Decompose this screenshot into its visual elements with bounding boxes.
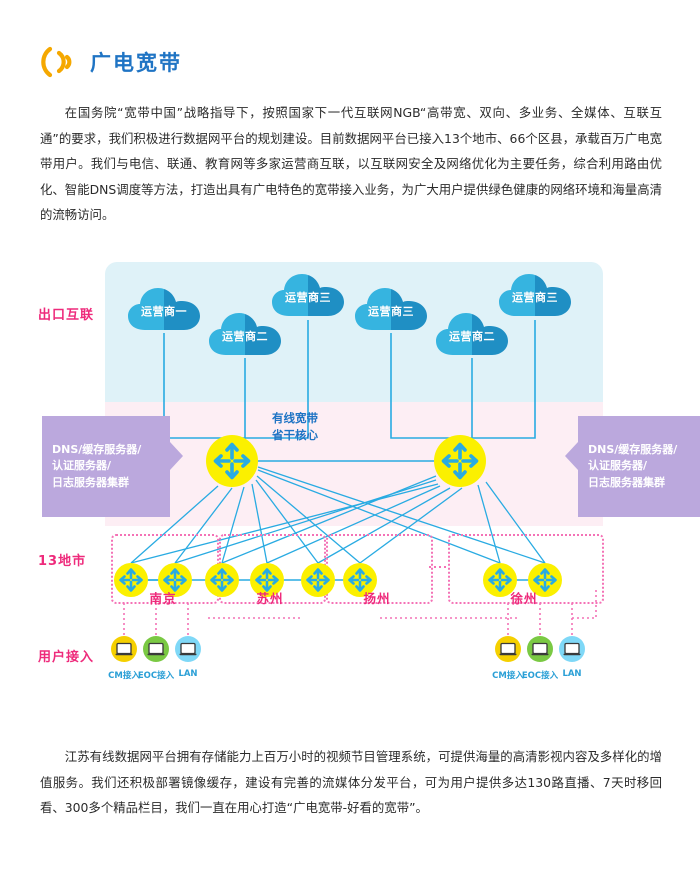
- callout-left: DNS/缓存服务器/ 认证服务器/ 日志服务器集群: [42, 416, 183, 517]
- terminal-label-lan-right: LAN: [562, 669, 582, 679]
- row-label-cities: 13地市: [38, 554, 87, 569]
- terminal-label-cm-right: CM接入: [492, 671, 524, 681]
- row-label-access: 用户接入: [38, 650, 95, 665]
- page-title: 广电宽带: [90, 51, 182, 75]
- terminal-label-eoc-right: EOC接入: [521, 671, 559, 681]
- intro-paragraph: 在国务院“宽带中国”战略指导下，按照国家下一代互联网NGB“高带宽、双向、多业务…: [40, 105, 662, 222]
- cloud-label: 运营商三: [285, 291, 331, 304]
- city-router-nanjing-2[interactable]: [158, 563, 192, 597]
- callout-left-text: DNS/缓存服务器/ 认证服务器/ 日志服务器集群: [52, 442, 142, 489]
- cloud-operator-1[interactable]: 运营商一: [127, 286, 201, 336]
- wifi-signal-icon: [38, 45, 76, 79]
- cloud-operator-5[interactable]: 运营商二: [435, 311, 509, 361]
- city-router-suzhou-2[interactable]: [250, 563, 284, 597]
- city-name-nanjing: 南京: [149, 591, 177, 606]
- terminal-label-eoc-left: EOC接入: [137, 671, 175, 681]
- terminal-eoc-right[interactable]: [527, 636, 553, 662]
- closing-paragraph: 江苏有线数据网平台拥有存储能力上百万小时的视频节目管理系统，可提供海量的高清影视…: [40, 749, 662, 815]
- cloud-operator-3[interactable]: 运营商三: [271, 272, 345, 322]
- city-router-suzhou-1[interactable]: [205, 563, 239, 597]
- callout-right-arrow-icon: [565, 442, 578, 470]
- city-router-xuzhou-2[interactable]: [528, 563, 562, 597]
- core-router-b[interactable]: [434, 435, 486, 487]
- city-router-yangzhou-2[interactable]: [343, 563, 377, 597]
- network-topology-diagram: 出口互联 13地市 用户接入 运营商一 运营商二: [0, 258, 700, 718]
- row-label-egress: 出口互联: [38, 308, 95, 323]
- callout-right-text: DNS/缓存服务器/ 认证服务器/ 日志服务器集群: [588, 442, 678, 489]
- cloud-label: 运营商三: [512, 291, 558, 304]
- cloud-label: 运营商二: [449, 330, 495, 343]
- city-name-xuzhou: 徐州: [510, 591, 538, 606]
- terminal-eoc-left[interactable]: [143, 636, 169, 662]
- city-name-yangzhou: 扬州: [363, 591, 391, 606]
- cloud-label: 运营商一: [141, 305, 187, 318]
- city-name-suzhou: 苏州: [256, 591, 284, 606]
- terminal-lan-left[interactable]: [175, 636, 201, 662]
- city-router-yangzhou-1[interactable]: [301, 563, 335, 597]
- city-box-xuzhou: [448, 534, 604, 604]
- callout-right: DNS/缓存服务器/ 认证服务器/ 日志服务器集群: [565, 416, 700, 517]
- cloud-label: 运营商三: [368, 305, 414, 318]
- page-header: 广电宽带: [38, 42, 182, 82]
- terminal-label-cm-left: CM接入: [108, 671, 140, 681]
- city-box-connector: [429, 566, 448, 568]
- callout-left-arrow-icon: [170, 442, 183, 470]
- cloud-label: 运营商二: [222, 330, 268, 343]
- terminal-lan-right[interactable]: [559, 636, 585, 662]
- core-caption-line2: 省干核心: [272, 428, 318, 442]
- core-caption-line1: 有线宽带: [272, 411, 318, 425]
- terminal-cm-right[interactable]: [495, 636, 521, 662]
- core-router-a[interactable]: [206, 435, 258, 487]
- cloud-operator-2[interactable]: 运营商二: [208, 311, 282, 361]
- terminal-cm-left[interactable]: [111, 636, 137, 662]
- cloud-operator-6[interactable]: 运营商三: [498, 272, 572, 322]
- access-drop-lines: [123, 588, 597, 636]
- terminal-label-lan-left: LAN: [178, 669, 198, 679]
- cloud-operator-4[interactable]: 运营商三: [354, 286, 428, 336]
- city-router-nanjing-1[interactable]: [114, 563, 148, 597]
- city-router-xuzhou-1[interactable]: [483, 563, 517, 597]
- core-caption: 有线宽带 省干核心: [272, 410, 382, 444]
